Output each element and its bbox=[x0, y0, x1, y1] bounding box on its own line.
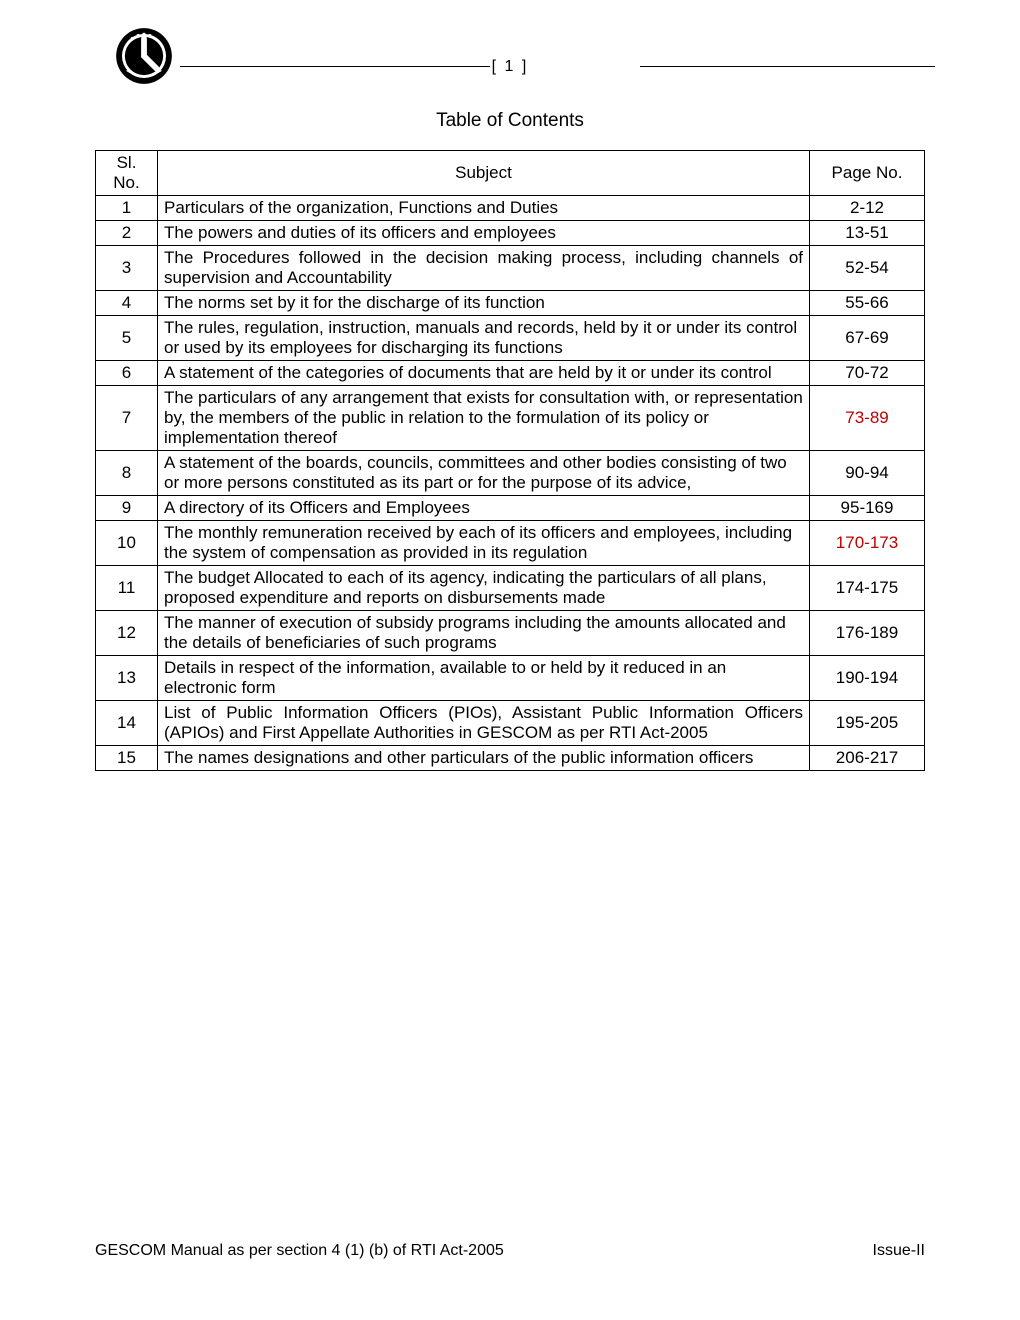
cell-subject: The monthly remuneration received by eac… bbox=[158, 521, 810, 566]
page-title: Table of Contents bbox=[95, 110, 925, 132]
cell-subject: A statement of the boards, councils, com… bbox=[158, 451, 810, 496]
cell-page: 55-66 bbox=[810, 291, 925, 316]
page-header: [ 1 ] bbox=[95, 30, 925, 90]
cell-page: 70-72 bbox=[810, 361, 925, 386]
column-header-page: Page No. bbox=[810, 151, 925, 196]
cell-subject: Details in respect of the information, a… bbox=[158, 656, 810, 701]
col-sl-line2: No. bbox=[113, 173, 139, 192]
footer-left: GESCOM Manual as per section 4 (1) (b) o… bbox=[95, 1242, 504, 1260]
table-row: 10The monthly remuneration received by e… bbox=[96, 521, 925, 566]
table-row: 13Details in respect of the information,… bbox=[96, 656, 925, 701]
table-header-row: Sl. No. Subject Page No. bbox=[96, 151, 925, 196]
col-sl-line1: Sl. bbox=[117, 153, 137, 172]
cell-sl: 13 bbox=[96, 656, 158, 701]
cell-sl: 6 bbox=[96, 361, 158, 386]
cell-page: 174-175 bbox=[810, 566, 925, 611]
cell-sl: 3 bbox=[96, 246, 158, 291]
cell-page: 206-217 bbox=[810, 746, 925, 771]
cell-subject: The Procedures followed in the decision … bbox=[158, 246, 810, 291]
column-header-sl: Sl. No. bbox=[96, 151, 158, 196]
cell-page: 52-54 bbox=[810, 246, 925, 291]
table-row: 12The manner of execution of subsidy pro… bbox=[96, 611, 925, 656]
cell-subject: The particulars of any arrangement that … bbox=[158, 386, 810, 451]
cell-sl: 7 bbox=[96, 386, 158, 451]
cell-subject: A statement of the categories of documen… bbox=[158, 361, 810, 386]
column-header-subject: Subject bbox=[158, 151, 810, 196]
cell-subject: Particulars of the organization, Functio… bbox=[158, 196, 810, 221]
footer-right: Issue-II bbox=[873, 1242, 925, 1260]
cell-sl: 12 bbox=[96, 611, 158, 656]
cell-subject: A directory of its Officers and Employee… bbox=[158, 496, 810, 521]
table-row: 14List of Public Information Officers (P… bbox=[96, 701, 925, 746]
cell-subject: The norms set by it for the discharge of… bbox=[158, 291, 810, 316]
table-row: 9A directory of its Officers and Employe… bbox=[96, 496, 925, 521]
table-row: 2The powers and duties of its officers a… bbox=[96, 221, 925, 246]
cell-page: 170-173 bbox=[810, 521, 925, 566]
cell-sl: 2 bbox=[96, 221, 158, 246]
cell-page: 176-189 bbox=[810, 611, 925, 656]
cell-sl: 4 bbox=[96, 291, 158, 316]
cell-sl: 15 bbox=[96, 746, 158, 771]
cell-page: 195-205 bbox=[810, 701, 925, 746]
cell-page: 2-12 bbox=[810, 196, 925, 221]
cell-sl: 5 bbox=[96, 316, 158, 361]
cell-subject: The rules, regulation, instruction, manu… bbox=[158, 316, 810, 361]
cell-page: 67-69 bbox=[810, 316, 925, 361]
table-row: 11The budget Allocated to each of its ag… bbox=[96, 566, 925, 611]
cell-subject: The manner of execution of subsidy progr… bbox=[158, 611, 810, 656]
cell-sl: 9 bbox=[96, 496, 158, 521]
cell-subject: List of Public Information Officers (PIO… bbox=[158, 701, 810, 746]
table-row: 6A statement of the categories of docume… bbox=[96, 361, 925, 386]
table-row: 3The Procedures followed in the decision… bbox=[96, 246, 925, 291]
cell-sl: 8 bbox=[96, 451, 158, 496]
cell-page: 190-194 bbox=[810, 656, 925, 701]
cell-page: 13-51 bbox=[810, 221, 925, 246]
table-row: 8A statement of the boards, councils, co… bbox=[96, 451, 925, 496]
table-row: 1Particulars of the organization, Functi… bbox=[96, 196, 925, 221]
cell-sl: 11 bbox=[96, 566, 158, 611]
page-footer: GESCOM Manual as per section 4 (1) (b) o… bbox=[95, 1242, 925, 1260]
cell-page: 90-94 bbox=[810, 451, 925, 496]
cell-subject: The names designations and other particu… bbox=[158, 746, 810, 771]
table-row: 7The particulars of any arrangement that… bbox=[96, 386, 925, 451]
header-rule-right bbox=[640, 66, 935, 67]
cell-sl: 10 bbox=[96, 521, 158, 566]
cell-sl: 1 bbox=[96, 196, 158, 221]
toc-table: Sl. No. Subject Page No. 1Particulars of… bbox=[95, 150, 925, 771]
page-number: [ 1 ] bbox=[492, 58, 529, 76]
cell-subject: The powers and duties of its officers an… bbox=[158, 221, 810, 246]
table-row: 15The names designations and other parti… bbox=[96, 746, 925, 771]
cell-subject: The budget Allocated to each of its agen… bbox=[158, 566, 810, 611]
cell-page: 95-169 bbox=[810, 496, 925, 521]
cell-sl: 14 bbox=[96, 701, 158, 746]
table-row: 5The rules, regulation, instruction, man… bbox=[96, 316, 925, 361]
gescom-logo-icon bbox=[115, 27, 173, 90]
cell-page: 73-89 bbox=[810, 386, 925, 451]
header-rule-left bbox=[180, 66, 490, 67]
table-row: 4The norms set by it for the discharge o… bbox=[96, 291, 925, 316]
